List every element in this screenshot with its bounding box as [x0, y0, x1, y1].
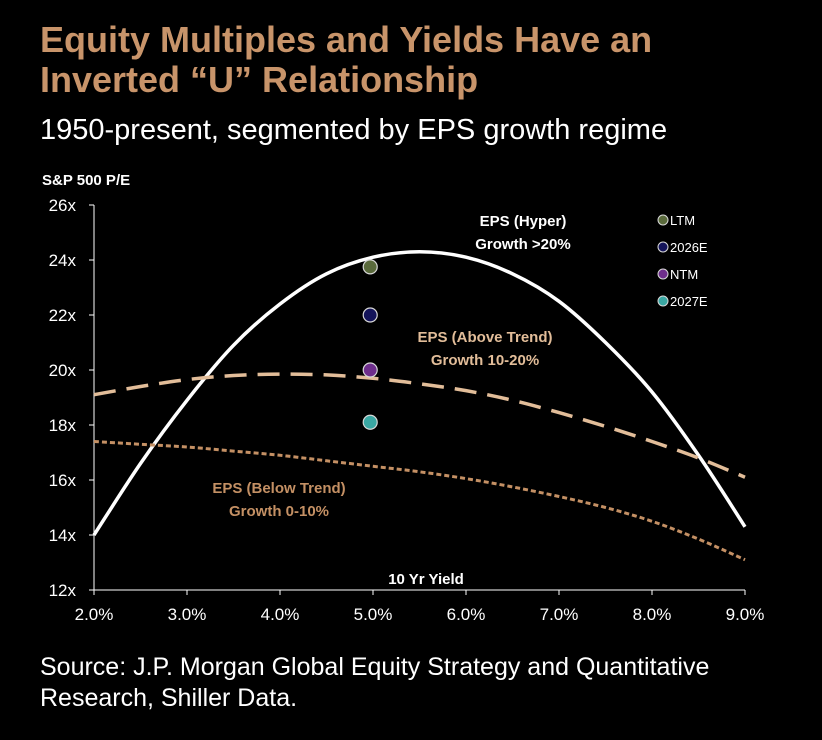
- legend-marker-ltm: [657, 214, 669, 226]
- source-note: Source: J.P. Morgan Global Equity Strate…: [40, 653, 710, 712]
- x-tick-label: 3.0%: [168, 605, 207, 624]
- above-trend-curve: [93, 372, 746, 479]
- chart-canvas: S&P 500 P/E 12x 14x 16x 18x 20x 22x 24x 26x 2.0…: [42, 172, 765, 624]
- legend: LTM 2026E NTM 2027E: [657, 213, 708, 309]
- y-tick-label: 26x: [49, 196, 77, 215]
- series-labels-group: EPS (Hyper) Growth >20% EPS (Above Trend…: [212, 213, 570, 588]
- below-trend-label-line2: Growth 0-10%: [229, 503, 329, 520]
- legend-label-2027e: 2027E: [670, 294, 708, 309]
- hyper-label-line2: Growth >20%: [475, 236, 570, 253]
- x-tick-label: 7.0%: [540, 605, 579, 624]
- x-axis-label: 10 Yr Yield: [388, 571, 464, 588]
- chart-title: Equity Multiples and Yields Have an Inve…: [40, 19, 653, 100]
- legend-label-ntm: NTM: [670, 267, 698, 282]
- y-ticks-group: 12x 14x 16x 18x 20x 22x 24x 26x: [49, 196, 94, 600]
- legend-marker-2027e: [657, 295, 669, 307]
- x-ticks-group: 2.0% 3.0% 4.0% 5.0% 6.0% 7.0% 8.0% 9.0%: [75, 590, 765, 624]
- below-trend-label-line1: EPS (Below Trend): [212, 480, 345, 497]
- y-tick-label: 16x: [49, 471, 77, 490]
- x-tick-label: 5.0%: [354, 605, 393, 624]
- y-tick-label: 20x: [49, 361, 77, 380]
- hyper-label-line1: EPS (Hyper): [480, 213, 567, 230]
- below-trend-curve: [93, 440, 746, 562]
- x-tick-label: 2.0%: [75, 605, 114, 624]
- legend-label-ltm: LTM: [670, 213, 695, 228]
- hyper-curve: [92, 249, 747, 536]
- x-tick-label: 9.0%: [726, 605, 765, 624]
- y-tick-label: 22x: [49, 306, 77, 325]
- x-tick-label: 6.0%: [447, 605, 486, 624]
- x-tick-label: 4.0%: [261, 605, 300, 624]
- x-tick-label: 8.0%: [633, 605, 672, 624]
- point-2027e: [362, 414, 378, 430]
- point-ltm: [362, 259, 378, 275]
- legend-marker-ntm: [657, 268, 669, 280]
- y-tick-label: 12x: [49, 581, 77, 600]
- y-tick-label: 18x: [49, 416, 77, 435]
- y-tick-label: 14x: [49, 526, 77, 545]
- above-trend-label-line1: EPS (Above Trend): [417, 329, 552, 346]
- chart-subtitle: 1950-present, segmented by EPS growth re…: [40, 114, 668, 146]
- above-trend-label-line2: Growth 10-20%: [431, 352, 539, 369]
- y-axis-label: S&P 500 P/E: [42, 172, 130, 189]
- y-tick-label: 24x: [49, 251, 77, 270]
- point-2026e: [362, 307, 378, 323]
- legend-marker-2026e: [657, 241, 669, 253]
- legend-label-2026e: 2026E: [670, 240, 708, 255]
- curves-group: [92, 249, 747, 562]
- points-group: [362, 259, 378, 430]
- y-axis-group: S&P 500 P/E: [42, 172, 130, 189]
- point-ntm: [362, 362, 378, 378]
